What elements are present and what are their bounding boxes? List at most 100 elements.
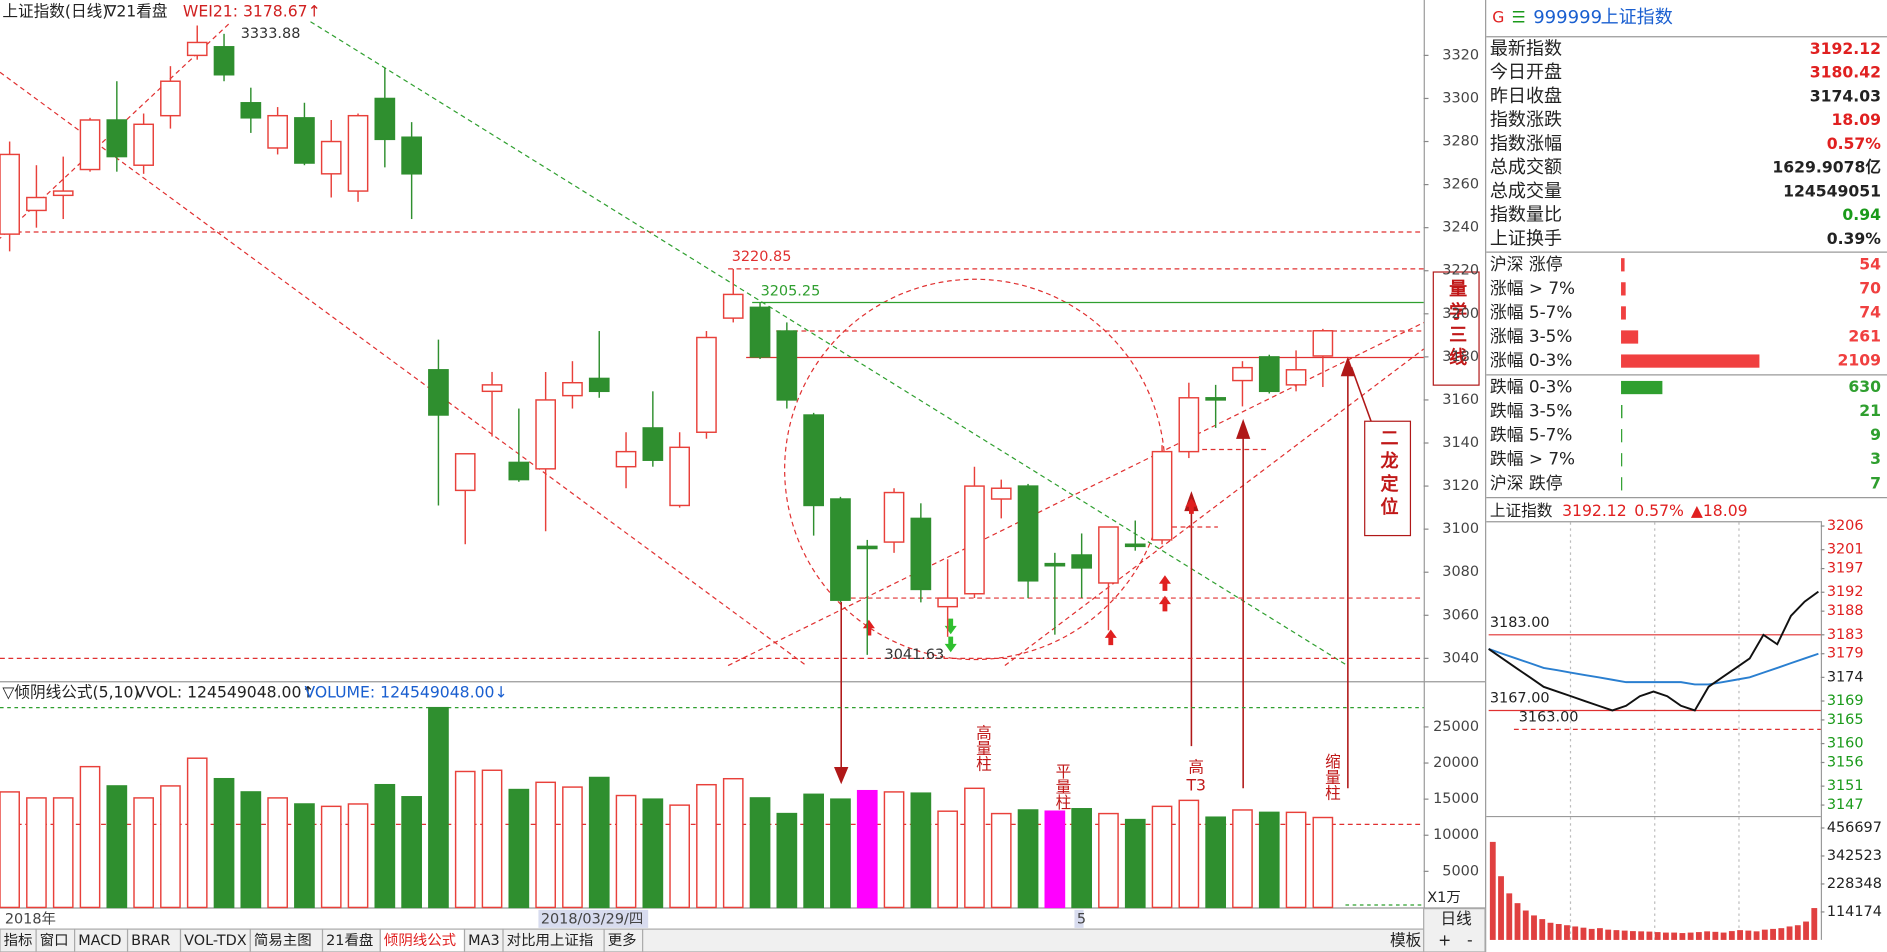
volume-bar: [481, 769, 503, 909]
mini-vol-bar: [1547, 922, 1554, 940]
tab-label[interactable]: 指标: [4, 932, 33, 949]
breadth-bar: [1621, 306, 1626, 320]
mini-vol-bar: [1489, 841, 1496, 940]
breadth-value: 54: [1859, 254, 1881, 273]
volume-bar: [1258, 811, 1280, 909]
period-box: [1423, 908, 1486, 952]
annotation: 高量柱: [974, 724, 993, 771]
zoom-out[interactable]: -: [1467, 931, 1473, 950]
volume-bar: [1044, 810, 1066, 909]
candle-body: [722, 293, 744, 319]
mini-avg-line: [1488, 648, 1819, 686]
mini-tick-label: 3206: [1827, 518, 1864, 534]
volume-bar: [937, 810, 959, 909]
mini-tick-label: 3151: [1827, 778, 1864, 794]
volume-bar: [696, 783, 717, 909]
candle-body: [1232, 366, 1253, 382]
tab-label[interactable]: 对比用上证指: [507, 932, 594, 949]
mini-vol-tick-label: 342523: [1827, 848, 1882, 864]
x-tick-label: 2018/03/29/四: [541, 911, 644, 927]
candle-body: [615, 450, 637, 468]
tab-label[interactable]: MACD: [78, 933, 121, 949]
annotation: 平量柱: [1053, 763, 1072, 810]
mini-vol-bar: [1572, 926, 1579, 940]
mini-tick-label: 3197: [1827, 561, 1864, 577]
mini-level-label: 3163.00: [1519, 709, 1579, 725]
mini-vol-bar: [1638, 931, 1645, 940]
y-tick-label: 3300: [1442, 90, 1479, 106]
price-label: 3205.25: [761, 284, 821, 300]
volume-bar: [508, 788, 530, 909]
y-tick-label: 3260: [1442, 177, 1479, 193]
tab-label[interactable]: 窗口: [40, 931, 69, 949]
volume-bar: [240, 791, 262, 909]
breadth-bar: [1621, 429, 1623, 443]
mini-change: ▲18.09: [1691, 501, 1748, 520]
mini-tick-label: 3201: [1827, 542, 1864, 558]
breadth-label: 跌幅 3-5%: [1490, 401, 1572, 421]
indicator-name: ∇21看盘: [105, 2, 168, 21]
candle-body: [347, 114, 369, 192]
breadth-label: 跌幅 > 7%: [1490, 449, 1575, 469]
trend-line: [1004, 348, 1425, 667]
quote-label: 总成交量: [1490, 181, 1562, 202]
candle-body: [160, 80, 181, 117]
volume-bar: [1178, 799, 1200, 909]
volume-bar: [213, 777, 235, 909]
period[interactable]: 日线: [1441, 909, 1473, 928]
tab-label[interactable]: 倾阴线公式: [384, 932, 456, 949]
stock-name: 上证指数: [1601, 7, 1673, 28]
tab-label[interactable]: 21看盘: [326, 931, 373, 949]
candle-body: [910, 517, 932, 591]
tab-label[interactable]: BRAR: [131, 933, 170, 949]
mini-vol-bar: [1737, 930, 1744, 940]
candle-body: [267, 114, 288, 149]
mini-vol-bar: [1580, 927, 1587, 940]
date-highlight: [1074, 909, 1084, 928]
quote-value: 18.09: [1832, 110, 1881, 129]
mini-tick-label: 3160: [1827, 736, 1864, 752]
candle-body: [26, 196, 47, 212]
zoom-in[interactable]: +: [1438, 931, 1451, 950]
volume-bar: [1124, 818, 1146, 909]
mini-vol-bar: [1522, 910, 1529, 940]
breadth-bar: [1621, 330, 1639, 344]
mini-tick-label: 3147: [1827, 797, 1864, 813]
breadth-label: 涨幅 5-7%: [1490, 302, 1572, 322]
y-tick-label: 3040: [1442, 650, 1479, 666]
y-tick-label: 10000: [1433, 827, 1479, 843]
tab-label[interactable]: 简易主图: [254, 932, 312, 949]
candle-body: [320, 140, 342, 175]
breadth-label: 涨幅 3-5%: [1490, 326, 1572, 346]
annotation: T3: [1185, 775, 1206, 794]
candle-body: [669, 446, 690, 507]
y-tick-label: 3320: [1442, 47, 1479, 63]
volume-bar: [1232, 809, 1253, 909]
mini-price-line: [1488, 590, 1819, 712]
tab-label[interactable]: 更多: [608, 932, 637, 949]
vvol-value: VVOL: 124549048.00↑: [135, 683, 315, 702]
y-tick-label: 3280: [1442, 134, 1479, 150]
mini-vol-bar: [1564, 925, 1570, 940]
template-tab[interactable]: 模板: [1390, 931, 1422, 950]
quote-value: 3174.03: [1810, 86, 1881, 105]
menu-icon[interactable]: ☰: [1512, 8, 1526, 27]
mini-tick-label: 3169: [1827, 693, 1864, 709]
tab-label[interactable]: VOL-TDX: [184, 933, 247, 949]
breadth-bar: [1621, 404, 1623, 419]
tab-label[interactable]: MA3: [468, 933, 500, 949]
mini-tick-label: 3156: [1827, 754, 1864, 770]
y-tick-label: 3200: [1442, 306, 1479, 322]
candle-body: [1071, 554, 1093, 569]
candle-body: [1205, 397, 1227, 401]
chart-title: 上证指数(日线): [2, 2, 108, 21]
mini-vol-bar: [1531, 915, 1537, 940]
candle-body: [964, 485, 985, 595]
volume-bar: [669, 804, 690, 909]
candle-body: [1285, 369, 1307, 386]
volume-bar: [26, 797, 47, 909]
candle-body: [883, 491, 905, 543]
y-tick-label: 5000: [1442, 863, 1479, 879]
breadth-bar: [1621, 380, 1663, 395]
mini-vol-bar: [1761, 929, 1768, 940]
